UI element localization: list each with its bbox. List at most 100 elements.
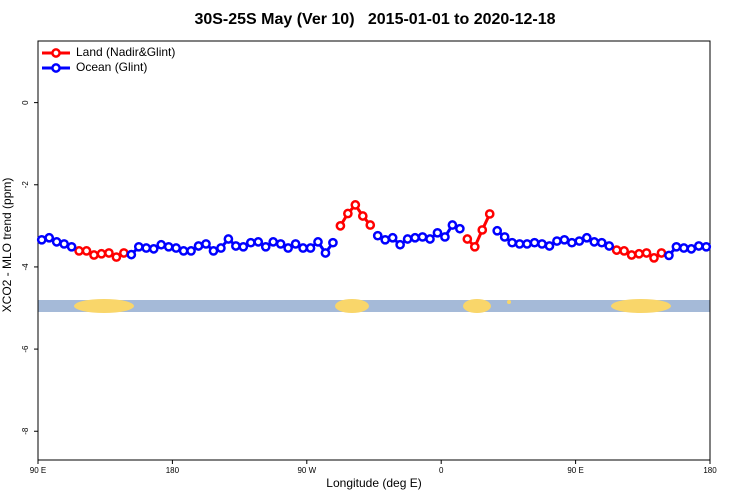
data-point xyxy=(357,211,368,221)
data-point xyxy=(559,234,570,245)
data-point xyxy=(567,237,577,248)
data-point xyxy=(402,234,413,244)
data-point xyxy=(156,239,167,250)
land-patch xyxy=(611,299,671,313)
data-point xyxy=(440,232,450,242)
data-point xyxy=(552,236,562,246)
y-tick-label: -6 xyxy=(21,345,30,353)
x-tick-label: 180 xyxy=(166,466,180,475)
data-point xyxy=(395,239,405,250)
data-point xyxy=(380,234,391,245)
data-point xyxy=(231,241,241,251)
data-point xyxy=(664,250,674,261)
data-point xyxy=(484,209,495,219)
data-point xyxy=(223,234,234,244)
data-point xyxy=(74,246,84,256)
data-point xyxy=(89,250,99,260)
data-point xyxy=(275,239,286,249)
legend-marker xyxy=(51,48,61,58)
x-tick-label: 90 W xyxy=(297,466,316,475)
data-point xyxy=(455,223,465,234)
data-point xyxy=(171,243,181,253)
data-point xyxy=(290,239,301,249)
data-point xyxy=(268,237,279,247)
data-point xyxy=(574,236,585,246)
data-point xyxy=(462,234,473,244)
data-point xyxy=(581,232,592,243)
y-tick-label: 0 xyxy=(21,100,30,105)
data-point xyxy=(499,232,510,242)
legend-label: Ocean (Glint) xyxy=(76,60,147,74)
data-point xyxy=(253,237,264,247)
data-point xyxy=(335,221,346,231)
plot-frame xyxy=(37,40,711,461)
x-tick-label: 90 E xyxy=(567,466,583,475)
data-point xyxy=(537,239,547,249)
data-point xyxy=(283,243,293,253)
data-point xyxy=(260,241,271,252)
data-point xyxy=(507,237,517,248)
land-ocean-strip xyxy=(38,299,710,313)
data-point xyxy=(59,239,69,249)
data-point xyxy=(66,241,77,252)
data-point xyxy=(477,225,488,235)
data-point xyxy=(492,225,503,236)
data-point xyxy=(245,237,256,248)
data-point xyxy=(425,234,435,244)
data-point xyxy=(111,252,122,262)
data-point xyxy=(186,246,196,256)
data-point xyxy=(36,234,47,245)
data-point xyxy=(432,227,443,238)
data-point xyxy=(693,241,704,251)
data-point xyxy=(178,246,189,256)
data-point xyxy=(641,248,652,258)
data-point xyxy=(141,243,152,253)
data-point xyxy=(387,232,398,243)
data-point xyxy=(44,232,55,243)
data-point xyxy=(604,241,615,251)
data-point xyxy=(522,239,532,249)
data-point xyxy=(626,250,637,260)
chart-title: 30S-25S May (Ver 10) 2015-01-01 to 2020-… xyxy=(194,11,555,28)
data-point xyxy=(611,245,622,255)
data-point xyxy=(133,241,144,252)
data-point xyxy=(148,244,159,254)
data-point xyxy=(208,246,219,256)
data-point xyxy=(126,249,137,260)
data-point xyxy=(104,248,114,258)
data-point xyxy=(328,237,338,248)
data-point xyxy=(649,253,659,263)
data-point xyxy=(671,241,682,252)
data-point xyxy=(514,239,525,249)
data-point xyxy=(634,248,644,259)
land-patch xyxy=(463,299,491,313)
x-axis-label: Longitude (deg E) xyxy=(326,476,421,490)
data-point xyxy=(679,243,689,253)
data-point xyxy=(193,241,204,251)
data-point xyxy=(119,248,129,258)
y-axis-label: XCO2 - MLO trend (ppm) xyxy=(0,178,14,313)
land-patch xyxy=(507,300,511,304)
data-point xyxy=(596,237,607,248)
land-patch xyxy=(74,299,134,313)
data-point xyxy=(619,246,629,256)
data-point xyxy=(51,237,62,247)
data-point xyxy=(96,248,107,259)
data-point xyxy=(320,248,331,258)
legend-marker xyxy=(51,63,61,73)
data-point xyxy=(589,237,600,247)
data-point xyxy=(201,239,211,249)
data-point xyxy=(305,243,316,253)
legend-label: Land (Nadir&Glint) xyxy=(76,45,175,59)
data-point xyxy=(372,230,383,241)
data-point xyxy=(343,208,353,219)
data-point xyxy=(365,220,376,230)
data-point xyxy=(81,246,92,256)
data-point xyxy=(163,241,174,252)
data-point xyxy=(417,232,428,242)
ocean-strip xyxy=(38,300,710,312)
y-tick-label: -4 xyxy=(21,263,30,271)
data-point xyxy=(544,241,555,251)
data-point xyxy=(447,220,458,230)
data-point xyxy=(469,241,480,252)
